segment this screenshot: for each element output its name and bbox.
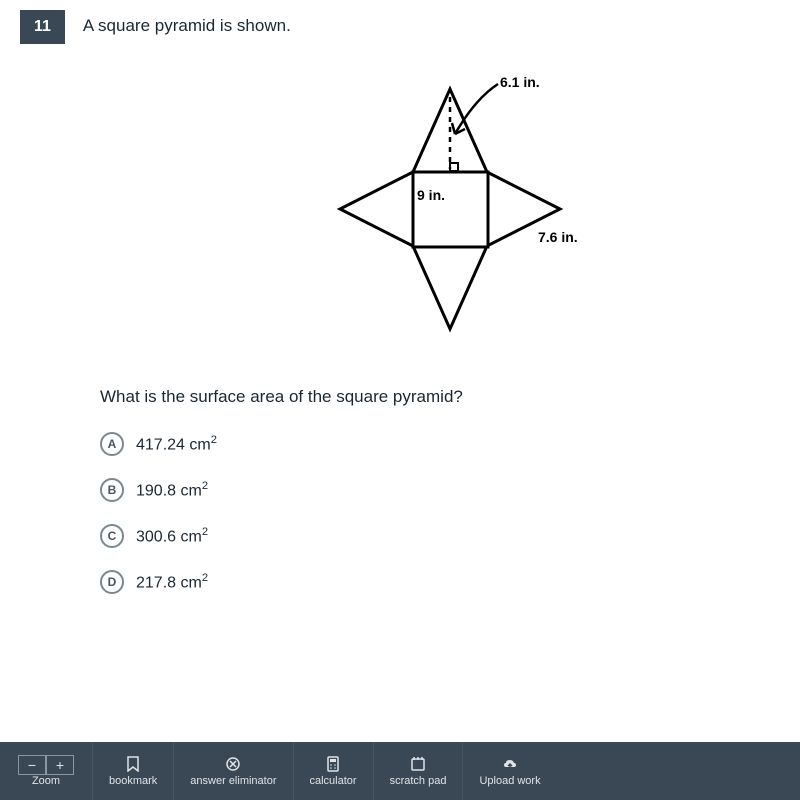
zoom-in-button[interactable]: + [46, 755, 74, 775]
slant-height-label: 6.1 in. [500, 74, 540, 90]
scratch-pad-button[interactable]: scratch pad [374, 742, 464, 800]
answer-text: 417.24 cm2 [136, 434, 217, 454]
question-header: 11 A square pyramid is shown. [0, 0, 800, 54]
answer-text: 300.6 cm2 [136, 526, 208, 546]
question-number-badge: 11 [20, 10, 65, 44]
answer-letter-circle: B [100, 478, 124, 502]
calculator-icon [325, 756, 341, 772]
eliminator-icon [225, 756, 241, 772]
answer-eliminator-button[interactable]: answer eliminator [174, 742, 293, 800]
zoom-out-button[interactable]: − [18, 755, 46, 775]
face-height-label: 7.6 in. [538, 229, 578, 245]
upload-icon [502, 756, 518, 772]
question-content: 11 A square pyramid is shown. 6.1 in. 9 … [0, 0, 800, 742]
calculator-button[interactable]: calculator [294, 742, 374, 800]
question-intro-text: A square pyramid is shown. [83, 10, 291, 36]
pyramid-net-svg [320, 69, 610, 349]
pyramid-net-diagram: 6.1 in. 9 in. 7.6 in. [320, 69, 610, 354]
zoom-label: Zoom [32, 775, 60, 787]
diagram-container: 6.1 in. 9 in. 7.6 in. [0, 54, 800, 379]
bottom-toolbar: − + Zoom bookmark answer eliminator calc… [0, 742, 800, 800]
answer-choice-d[interactable]: D 217.8 cm2 [100, 570, 800, 594]
answer-text: 217.8 cm2 [136, 572, 208, 592]
answer-choice-c[interactable]: C 300.6 cm2 [100, 524, 800, 548]
upload-work-button[interactable]: Upload work [463, 742, 556, 800]
answer-text: 190.8 cm2 [136, 480, 208, 500]
zoom-control: − + Zoom [0, 742, 93, 800]
base-side-label: 9 in. [417, 187, 445, 203]
answer-choice-b[interactable]: B 190.8 cm2 [100, 478, 800, 502]
answer-choices: A 417.24 cm2 B 190.8 cm2 C 300.6 cm2 D 2… [0, 432, 800, 594]
bookmark-button[interactable]: bookmark [93, 742, 174, 800]
answer-choice-a[interactable]: A 417.24 cm2 [100, 432, 800, 456]
question-prompt: What is the surface area of the square p… [0, 379, 800, 432]
answer-letter-circle: A [100, 432, 124, 456]
answer-letter-circle: D [100, 570, 124, 594]
scratchpad-icon [410, 756, 426, 772]
answer-letter-circle: C [100, 524, 124, 548]
bookmark-icon [125, 756, 141, 772]
